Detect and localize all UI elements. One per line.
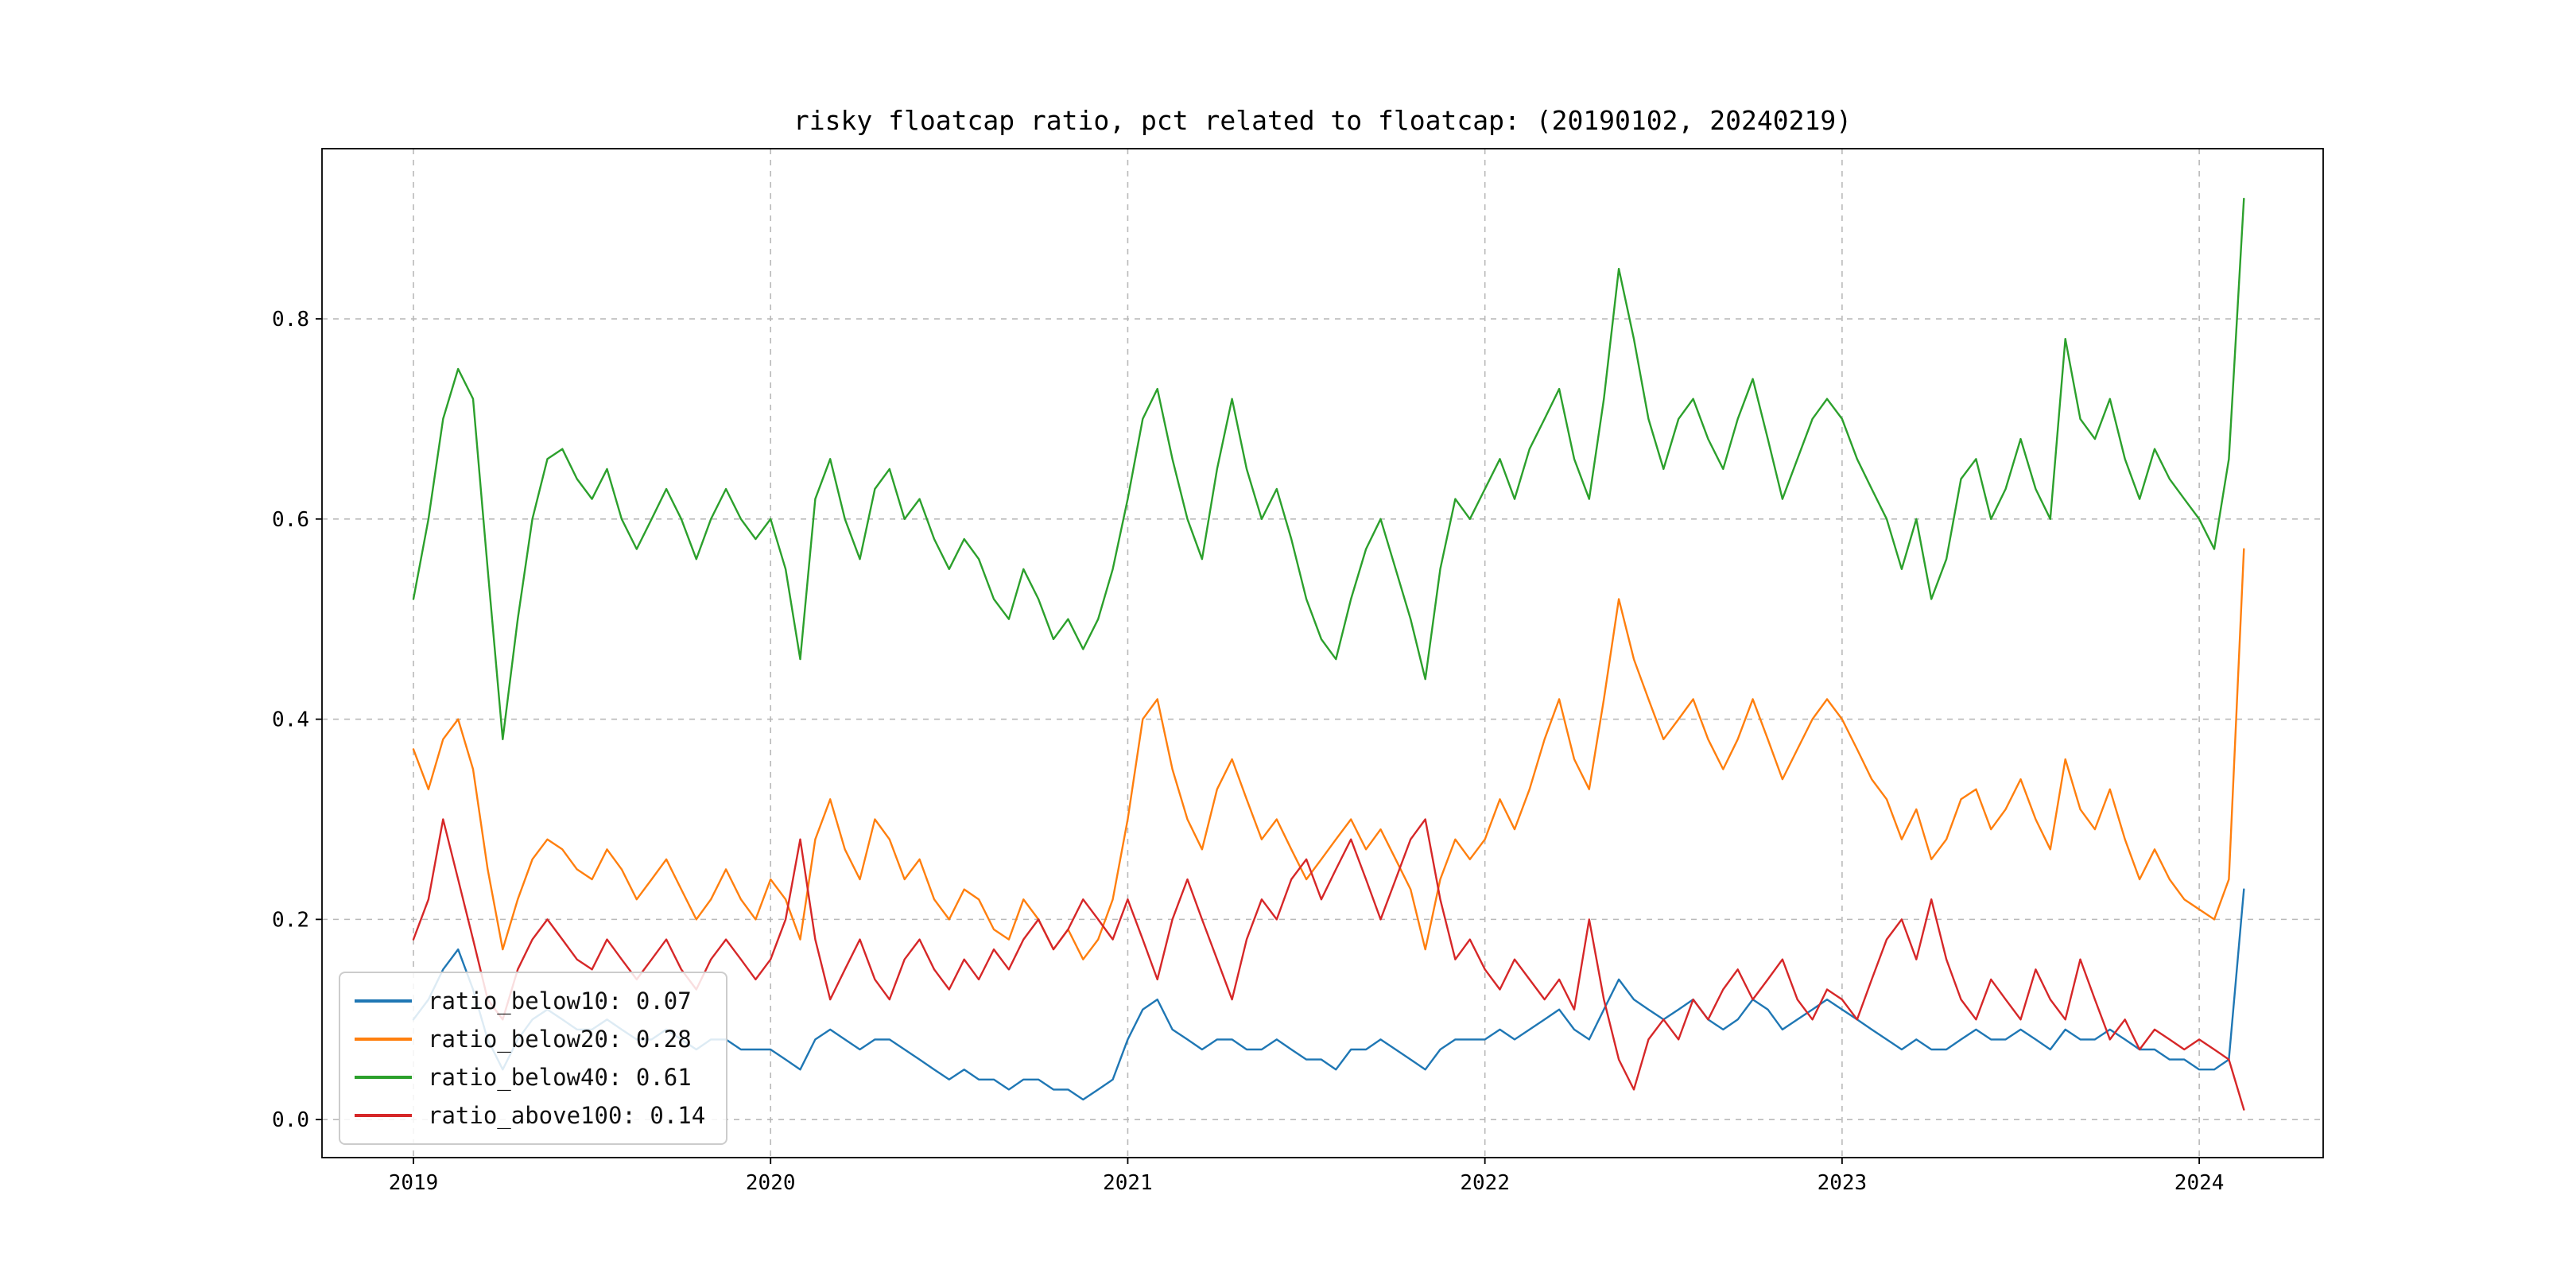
legend-item-ratio-below10: ratio_below10: 0.07 xyxy=(355,983,705,1019)
legend-item-label: ratio_above100: 0.14 xyxy=(428,1102,706,1129)
series-line-ratio_below40 xyxy=(412,197,2245,740)
legend-item-ratio-above100: ratio_above100: 0.14 xyxy=(355,1097,705,1134)
legend-line-swatch xyxy=(355,1038,412,1041)
x-tick-label-2020: 2020 xyxy=(746,1171,796,1195)
legend-line-swatch xyxy=(355,1076,412,1079)
legend-item-label: ratio_below40: 0.61 xyxy=(428,1064,692,1091)
legend-item-ratio-below20: ratio_below20: 0.28 xyxy=(355,1021,705,1057)
legend-item-label: ratio_below20: 0.28 xyxy=(428,1026,692,1053)
series-line-ratio_below20 xyxy=(412,548,2245,960)
legend-line-swatch xyxy=(355,1114,412,1117)
legend-item-ratio-below40: ratio_below40: 0.61 xyxy=(355,1059,705,1096)
y-tick-label-0.4: 0.4 xyxy=(272,708,309,732)
y-tick-label-0.2: 0.2 xyxy=(272,908,309,932)
x-tick-label-2021: 2021 xyxy=(1103,1171,1153,1195)
x-tick-label-2019: 2019 xyxy=(389,1171,439,1195)
y-tick-label-0: 0.0 xyxy=(272,1108,309,1132)
y-tick-label-0.8: 0.8 xyxy=(272,308,309,332)
y-tick-label-0.6: 0.6 xyxy=(272,508,309,532)
x-tick-label-2023: 2023 xyxy=(1818,1171,1868,1195)
x-tick-label-2024: 2024 xyxy=(2174,1171,2225,1195)
plot-border xyxy=(321,148,2324,1158)
x-tick-label-2022: 2022 xyxy=(1460,1171,1510,1195)
legend-line-swatch xyxy=(355,999,412,1003)
series-line-ratio_above100 xyxy=(412,818,2245,1111)
chart-title: risky floatcap ratio, pct related to flo… xyxy=(793,105,1852,136)
legend: ratio_below10: 0.07 ratio_below20: 0.28 … xyxy=(339,972,728,1145)
legend-item-label: ratio_below10: 0.07 xyxy=(428,987,692,1014)
